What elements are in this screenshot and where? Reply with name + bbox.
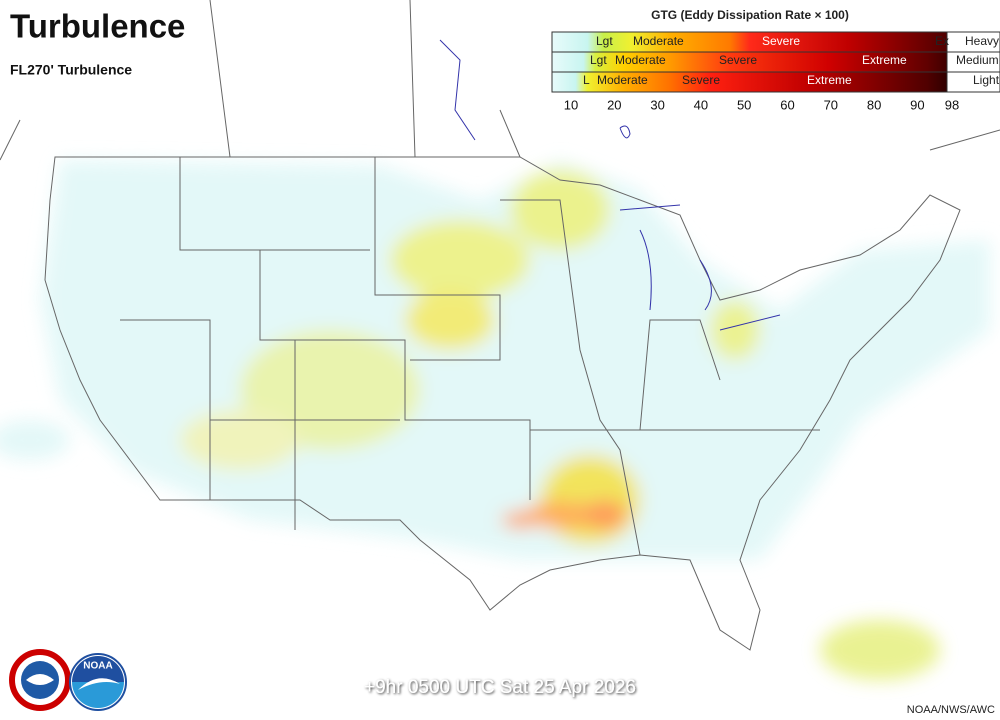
legend-tick-label: 50 — [737, 97, 751, 112]
legend-label: Moderate — [615, 53, 666, 67]
legend-title: GTG (Eddy Dissipation Rate × 100) — [651, 8, 849, 22]
legend-label: Severe — [682, 73, 720, 87]
legend-tick-label: 10 — [564, 97, 578, 112]
credit: NOAA/NWS/AWC — [907, 704, 995, 716]
noaa-logo-text: NOAA — [83, 661, 112, 672]
legend-intensity-box — [946, 31, 1000, 93]
legend-tick-label: 90 — [910, 97, 924, 112]
borders — [0, 0, 1000, 651]
lakes — [439, 39, 781, 331]
legend-label: Moderate — [633, 34, 684, 48]
legend-label: Ex — [935, 34, 949, 48]
noaa-logo: NOAA — [69, 653, 127, 711]
legend-intensity: Light — [973, 73, 1000, 87]
legend-label: Moderate — [597, 73, 648, 87]
legend-label: Extreme — [807, 73, 852, 87]
legend: GTG (Eddy Dissipation Rate × 100) Lgt Mo… — [550, 8, 1000, 120]
map-title: Turbulence — [10, 8, 185, 45]
legend-label: Lgt — [596, 34, 613, 48]
legend-tick-label: 20 — [607, 97, 621, 112]
legend-tick-label: 60 — [780, 97, 794, 112]
legend-tick-label: 80 — [867, 97, 881, 112]
legend-label: Lgt — [590, 53, 607, 67]
legend-label: Extreme — [862, 53, 907, 67]
legend-tick-label: 30 — [650, 97, 664, 112]
turbulence-field — [0, 160, 990, 680]
legend-label: L — [583, 73, 590, 87]
legend-label: Severe — [762, 34, 800, 48]
nws-logo — [9, 649, 71, 711]
valid-time: +9hr 0500 UTC Sat 25 Apr 2026 — [364, 677, 636, 698]
legend-tick-label: 70 — [824, 97, 838, 112]
legend-intensity: Heavy — [965, 34, 999, 48]
legend-intensity: Medium — [956, 53, 999, 67]
map-subtitle: FL270' Turbulence — [10, 62, 132, 78]
legend-tick-label: 98 — [945, 97, 959, 112]
legend-label: Severe — [719, 53, 757, 67]
legend-tick-label: 40 — [694, 97, 708, 112]
